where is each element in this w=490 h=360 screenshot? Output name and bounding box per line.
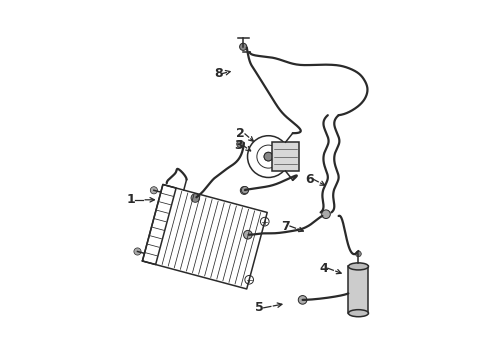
Polygon shape: [272, 142, 299, 171]
Text: 6: 6: [305, 173, 314, 186]
Text: 8: 8: [214, 67, 222, 80]
Circle shape: [240, 186, 248, 194]
Text: 4: 4: [319, 262, 328, 275]
Circle shape: [356, 251, 361, 257]
Text: 7: 7: [281, 220, 290, 233]
Text: 2: 2: [236, 127, 245, 140]
Circle shape: [298, 296, 307, 304]
Circle shape: [150, 187, 157, 194]
Circle shape: [321, 210, 330, 219]
Text: 1: 1: [126, 193, 135, 206]
Circle shape: [191, 194, 199, 202]
Text: 5: 5: [255, 301, 264, 314]
Bar: [348, 266, 368, 313]
Circle shape: [134, 248, 141, 255]
Circle shape: [240, 43, 247, 50]
Circle shape: [264, 152, 273, 161]
Ellipse shape: [348, 310, 368, 317]
Circle shape: [242, 186, 248, 194]
Ellipse shape: [348, 263, 368, 270]
Circle shape: [244, 230, 252, 239]
Circle shape: [237, 140, 244, 148]
Text: 3: 3: [235, 139, 243, 152]
